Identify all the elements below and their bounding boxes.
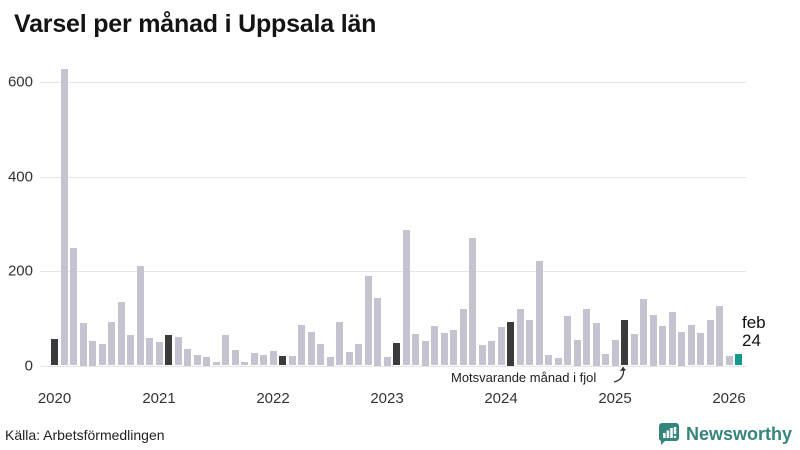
bar-2023-05 bbox=[421, 340, 429, 366]
bar-2023-07 bbox=[440, 332, 448, 366]
bar-2022-03 bbox=[288, 355, 296, 366]
bar-2024-12 bbox=[602, 353, 609, 366]
bar-2022-07 bbox=[326, 356, 334, 366]
bar-2022-12 bbox=[374, 297, 381, 366]
bar-2024-06 bbox=[545, 355, 552, 366]
annotation-label: Motsvarande månad i fjol bbox=[451, 370, 597, 385]
bar-2025-05 bbox=[649, 314, 657, 366]
gridline-y400 bbox=[40, 176, 746, 178]
y-axis-tick-label: 200 bbox=[7, 262, 33, 280]
bar-2021-06 bbox=[203, 356, 210, 366]
bar-highlight-2025-02 bbox=[621, 320, 628, 366]
brand-logo: Newsworthy bbox=[658, 422, 792, 446]
bar-2025-10 bbox=[697, 332, 704, 366]
bar-2023-08 bbox=[450, 329, 457, 366]
x-axis-tick-label-2023: 2023 bbox=[370, 389, 404, 407]
bar-2022-05 bbox=[307, 332, 315, 366]
bar-2024-07 bbox=[554, 358, 562, 366]
bar-highlight-2024-02 bbox=[507, 322, 514, 366]
y-axis-tick-label: 0 bbox=[24, 357, 33, 374]
bar-2021-12 bbox=[260, 354, 267, 366]
bar-2023-06 bbox=[431, 325, 438, 366]
source-label: Källa: Arbetsförmedlingen bbox=[5, 427, 165, 443]
bar-2020-08 bbox=[108, 321, 115, 366]
gridline-y0 bbox=[40, 365, 746, 367]
bar-current-2026-02 bbox=[735, 354, 742, 366]
bar-2025-11 bbox=[706, 320, 714, 366]
bar-2020-12 bbox=[146, 337, 153, 366]
bar-2021-11 bbox=[250, 352, 258, 366]
bar-2022-10 bbox=[355, 343, 362, 366]
bar-2024-10 bbox=[583, 308, 590, 366]
bar-2021-01 bbox=[155, 341, 163, 366]
bar-2022-11 bbox=[364, 275, 372, 366]
current-month-label: feb 24 bbox=[742, 314, 766, 350]
bar-highlight-2023-02 bbox=[393, 343, 400, 366]
bar-2021-10 bbox=[241, 361, 248, 366]
bar-2020-11 bbox=[136, 266, 144, 366]
bar-2024-01 bbox=[497, 326, 505, 366]
current-month-value: 24 bbox=[742, 331, 761, 350]
bar-2024-09 bbox=[573, 339, 581, 366]
y-axis-tick-label: 400 bbox=[7, 168, 33, 185]
bar-2023-12 bbox=[488, 341, 495, 366]
bar-2025-07 bbox=[668, 312, 676, 366]
gridline-y200 bbox=[40, 271, 746, 272]
bar-highlight-2020-02 bbox=[51, 338, 58, 366]
gridline-y600 bbox=[40, 82, 746, 83]
x-axis-tick-label-2022: 2022 bbox=[256, 389, 290, 407]
bar-2020-07 bbox=[98, 343, 106, 366]
bar-2023-09 bbox=[459, 308, 467, 366]
bar-2025-06 bbox=[659, 326, 666, 366]
bar-2021-04 bbox=[184, 348, 191, 366]
bar-2025-12 bbox=[716, 305, 723, 366]
bar-2025-04 bbox=[640, 299, 647, 366]
bar-2020-05 bbox=[79, 323, 87, 366]
bar-2025-01 bbox=[611, 339, 619, 366]
bar-2022-08 bbox=[336, 321, 343, 366]
bar-2021-05 bbox=[193, 354, 201, 366]
bar-2026-01 bbox=[725, 355, 733, 366]
bar-2025-03 bbox=[630, 333, 638, 366]
bar-2023-01 bbox=[383, 357, 391, 366]
bar-2021-07 bbox=[212, 361, 220, 366]
bar-2025-08 bbox=[678, 331, 685, 366]
bar-2021-03 bbox=[174, 336, 182, 366]
bar-2024-05 bbox=[535, 260, 543, 366]
bar-2021-09 bbox=[231, 350, 239, 366]
bar-2020-04 bbox=[70, 248, 77, 366]
bar-2020-06 bbox=[89, 340, 96, 366]
bar-2024-11 bbox=[592, 323, 600, 366]
bar-2024-04 bbox=[526, 319, 533, 366]
x-axis-tick-label-2020: 2020 bbox=[37, 389, 72, 407]
x-axis-tick-label-2021: 2021 bbox=[142, 389, 176, 407]
bar-2023-03 bbox=[402, 230, 410, 366]
bar-2024-03 bbox=[516, 308, 524, 366]
bar-2022-09 bbox=[345, 351, 353, 366]
bar-2024-08 bbox=[564, 316, 571, 366]
bar-highlight-2022-02 bbox=[279, 355, 286, 366]
x-axis-tick-label-2025: 2025 bbox=[598, 389, 632, 407]
bar-2020-03 bbox=[60, 68, 68, 366]
bar-2023-11 bbox=[478, 344, 486, 366]
bar-2022-01 bbox=[269, 350, 277, 366]
bar-2023-04 bbox=[412, 333, 419, 366]
bar-2020-09 bbox=[117, 301, 125, 366]
bar-2022-06 bbox=[317, 343, 324, 366]
chart-title: Varsel per månad i Uppsala län bbox=[14, 10, 377, 38]
bar-2025-09 bbox=[687, 325, 695, 366]
bar-2021-08 bbox=[222, 334, 229, 366]
bar-2023-10 bbox=[469, 237, 476, 366]
bar-highlight-2021-02 bbox=[165, 334, 172, 366]
newsworthy-chart-bubble-icon bbox=[658, 423, 679, 445]
x-axis-tick-label-2026: 2026 bbox=[712, 389, 746, 407]
bar-2020-10 bbox=[127, 334, 134, 366]
x-axis-tick-label-2024: 2024 bbox=[484, 389, 518, 407]
current-month-name: feb bbox=[742, 313, 766, 332]
bar-2022-04 bbox=[298, 325, 305, 366]
brand-name: Newsworthy bbox=[685, 423, 792, 444]
annotation-arrow-icon bbox=[613, 366, 627, 383]
y-axis-tick-label: 600 bbox=[7, 73, 33, 91]
